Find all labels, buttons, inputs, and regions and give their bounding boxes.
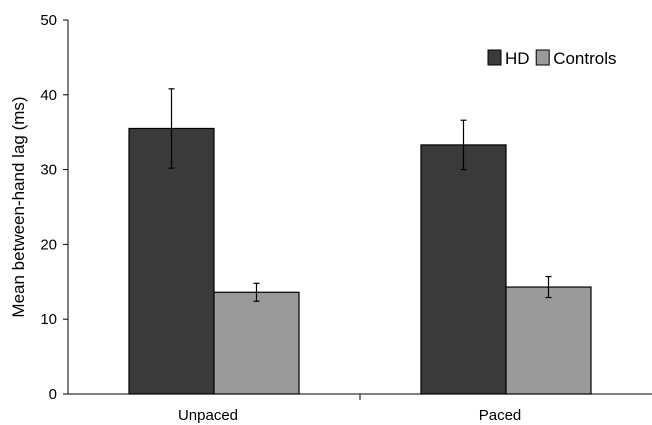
legend-label: HD bbox=[505, 49, 530, 68]
y-tick-label: 50 bbox=[40, 12, 57, 29]
bar-hd-paced bbox=[420, 144, 507, 395]
y-tick-label: 40 bbox=[40, 87, 57, 104]
x-tick-label: Paced bbox=[479, 407, 522, 424]
x-tick-label: Unpaced bbox=[178, 407, 238, 424]
legend-label: Controls bbox=[553, 49, 616, 68]
bar-controls-paced bbox=[505, 286, 592, 395]
legend-swatch-hd bbox=[487, 49, 502, 66]
bar-hd-unpaced bbox=[128, 127, 215, 395]
y-tick-label: 10 bbox=[40, 311, 57, 328]
y-tick-label: 20 bbox=[40, 236, 57, 253]
legend-swatch-controls bbox=[535, 49, 550, 66]
bar-controls-unpaced bbox=[213, 291, 300, 395]
y-tick-label: 30 bbox=[40, 162, 57, 179]
y-axis-label: Mean between-hand lag (ms) bbox=[9, 96, 28, 317]
plot-area: 0 10 20 30 40 50 Unpaced Paced HD Controls bbox=[40, 12, 652, 424]
y-tick-label: 0 bbox=[49, 386, 57, 403]
